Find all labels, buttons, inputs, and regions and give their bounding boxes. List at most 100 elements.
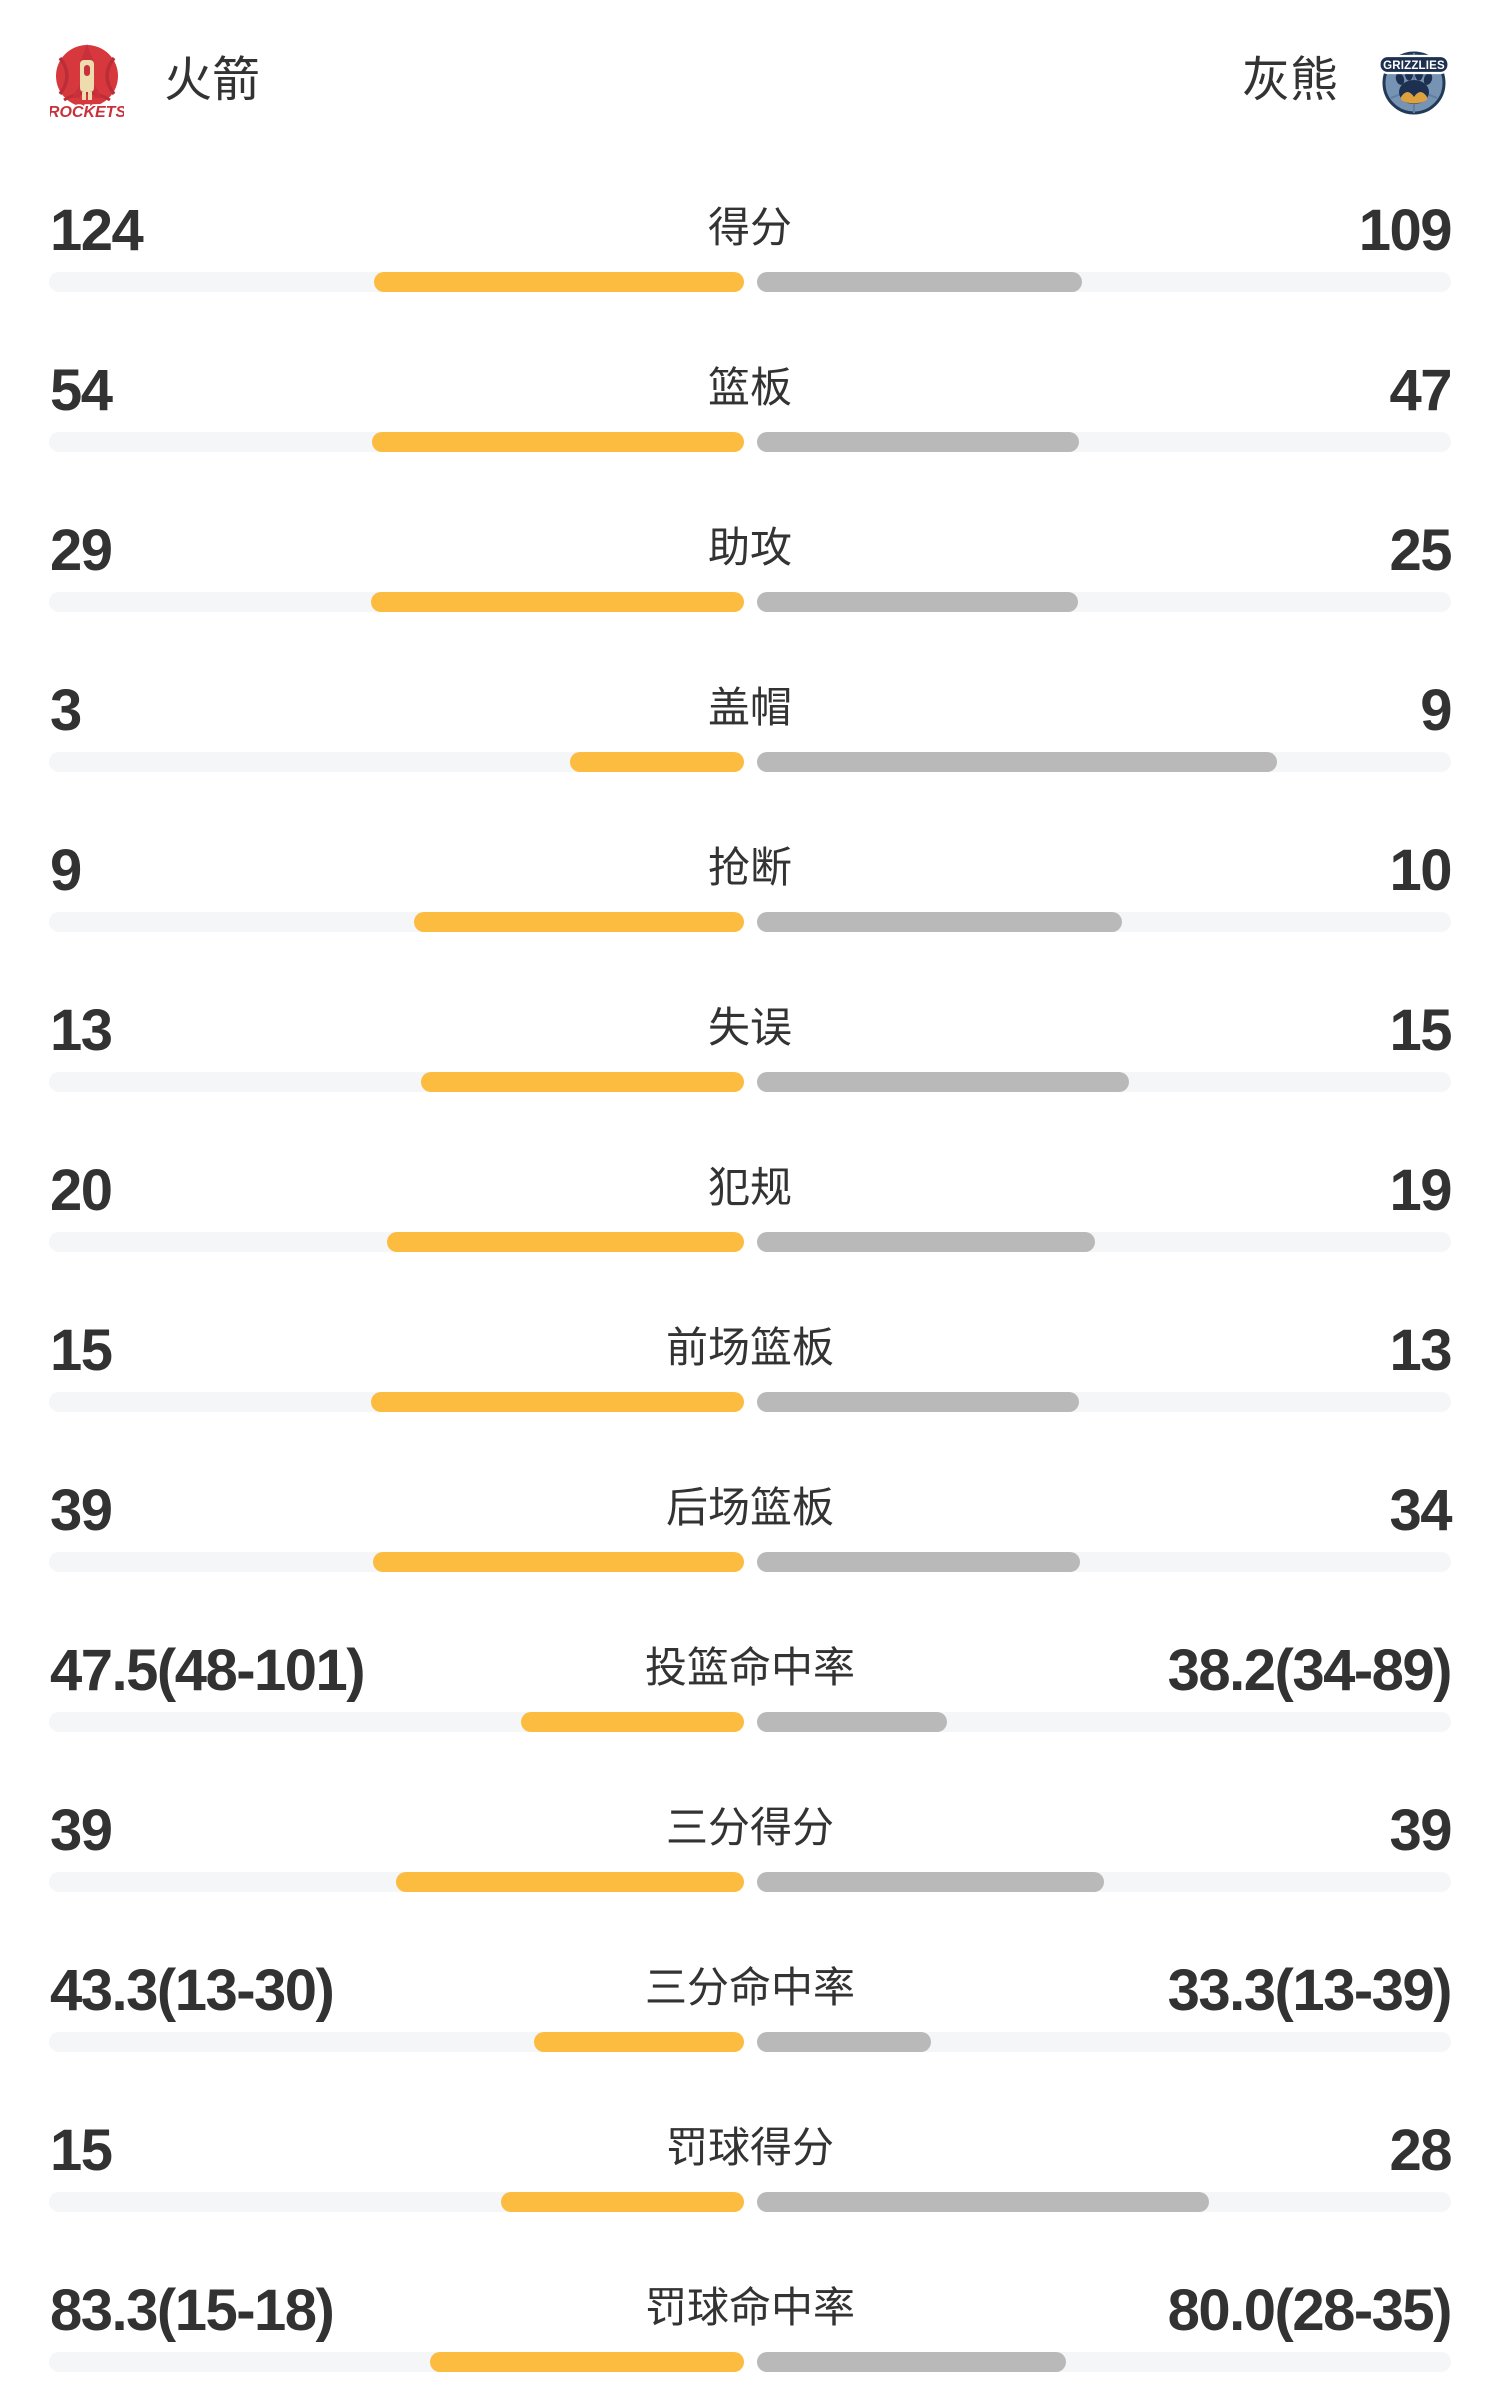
- stat-bar-track-home: [49, 2352, 744, 2372]
- stat-bar-track-away: [756, 1552, 1451, 1572]
- stat-bars: [49, 1712, 1451, 1732]
- stat-value-away: 47: [1389, 358, 1452, 423]
- stat-bar-track-home: [49, 1872, 744, 1892]
- stat-label: 助攻: [707, 524, 792, 571]
- team-name-home: 火箭: [164, 54, 261, 107]
- stat-bar-track-home: [49, 2192, 744, 2212]
- stat-bar-track-home: [49, 1712, 744, 1732]
- stat-bar-track-away: [756, 1872, 1451, 1892]
- stat-value-away: 9: [1420, 678, 1452, 743]
- stat-value-home: 15: [50, 1318, 113, 1383]
- stat-row: 29 助攻 25: [0, 482, 1500, 642]
- stat-row: 20 犯规 19: [0, 1122, 1500, 1282]
- stat-value-home: 54: [50, 358, 113, 423]
- stat-value-away: 38.2(34-89): [1167, 1638, 1453, 1703]
- stat-bar-track-away: [756, 752, 1451, 772]
- stat-value-home: 47.5(48-101): [50, 1638, 366, 1703]
- stat-bar-fill-away: [756, 1072, 1129, 1092]
- stat-bar-fill-home: [396, 1872, 744, 1892]
- stat-row: 3 盖帽 9: [0, 642, 1500, 802]
- stat-row: 39 后场篮板 34: [0, 1442, 1500, 1602]
- stat-bar-fill-home: [371, 432, 744, 452]
- stat-bar-track-away: [756, 1232, 1451, 1252]
- stat-value-away: 33.3(13-39): [1167, 1958, 1453, 2023]
- stat-bar-fill-home: [569, 752, 744, 772]
- stat-value-home: 43.3(13-30): [50, 1958, 335, 2023]
- stat-value-home: 29: [50, 518, 113, 583]
- stat-bar-fill-home: [421, 1072, 744, 1092]
- stat-value-away: 13: [1389, 1318, 1452, 1383]
- grizzlies-logo-text: GRIZZLIES: [1383, 60, 1445, 72]
- stat-bar-fill-home: [533, 2032, 744, 2052]
- stat-bar-fill-away: [756, 1872, 1104, 1892]
- stat-bar-track-home: [49, 592, 744, 612]
- team-home[interactable]: ROCKETS 火箭: [50, 36, 260, 126]
- stat-bars: [49, 1392, 1451, 1412]
- stat-bars: [49, 752, 1451, 772]
- stat-label: 罚球命中率: [644, 2284, 855, 2331]
- stat-bar-track-away: [756, 1072, 1451, 1092]
- stat-value-away: 34: [1389, 1478, 1452, 1543]
- stat-value-home: 3: [50, 678, 82, 743]
- stat-bar-fill-home: [374, 272, 744, 292]
- stat-value-home: 15: [50, 2118, 113, 2183]
- stat-bar-track-away: [756, 912, 1451, 932]
- stat-bar-fill-home: [370, 592, 744, 612]
- stat-bar-fill-home: [429, 2352, 744, 2372]
- stat-bar-fill-home: [414, 912, 744, 932]
- rockets-logo-text: ROCKETS: [50, 104, 124, 121]
- stat-value-away: 10: [1389, 838, 1452, 903]
- stat-value-away: 25: [1389, 518, 1452, 583]
- team-away[interactable]: 灰熊 GRIZZLIES: [1242, 45, 1450, 117]
- stat-bar-fill-away: [756, 2192, 1209, 2212]
- stat-bar-track-home: [49, 1072, 744, 1092]
- stat-bars: [49, 2192, 1451, 2212]
- stat-value-away: 109: [1358, 198, 1453, 263]
- stat-label: 三分得分: [665, 1804, 834, 1851]
- stat-value-away: 39: [1389, 1798, 1452, 1863]
- team-name-away: 灰熊: [1241, 54, 1338, 107]
- stat-bars: [49, 1552, 1451, 1572]
- stat-bar-track-home: [49, 1392, 744, 1412]
- stat-bar-track-away: [756, 592, 1451, 612]
- stat-row: 15 罚球得分 28: [0, 2082, 1500, 2242]
- stat-bar-fill-away: [756, 432, 1080, 452]
- stat-bar-fill-home: [372, 1552, 744, 1572]
- stat-label: 抢断: [707, 844, 792, 891]
- stat-value-home: 39: [50, 1798, 113, 1863]
- stat-row: 43.3(13-30) 三分命中率 33.3(13-39): [0, 1922, 1500, 2082]
- stat-label: 后场篮板: [665, 1484, 834, 1531]
- stat-bars: [49, 1872, 1451, 1892]
- stat-bar-fill-away: [756, 592, 1079, 612]
- stat-value-home: 9: [50, 838, 82, 903]
- stat-value-away: 15: [1389, 998, 1452, 1063]
- stat-bar-track-home: [49, 272, 744, 292]
- stat-value-home: 83.3(15-18): [50, 2278, 335, 2343]
- stat-bars: [49, 2352, 1451, 2372]
- stat-bar-track-away: [756, 1392, 1451, 1412]
- stat-bar-track-home: [49, 2032, 744, 2052]
- stat-bar-track-home: [49, 1552, 744, 1572]
- stat-bars: [49, 272, 1451, 292]
- stat-row: 124 得分 109: [0, 162, 1500, 322]
- stat-row: 9 抢断 10: [0, 802, 1500, 962]
- stat-label: 犯规: [707, 1164, 792, 1211]
- stat-bar-fill-away: [756, 2032, 931, 2052]
- stat-bar-track-home: [49, 432, 744, 452]
- stat-row: 39 三分得分 39: [0, 1762, 1500, 1922]
- stat-bar-track-away: [756, 2032, 1451, 2052]
- stat-bars: [49, 1232, 1451, 1252]
- stat-bar-track-away: [756, 432, 1451, 452]
- stats-list: 124 得分 109 54 篮板 47: [0, 162, 1500, 2400]
- stat-bar-track-away: [756, 1712, 1451, 1732]
- stat-bar-track-away: [756, 272, 1451, 292]
- stat-value-home: 20: [50, 1158, 113, 1223]
- stat-bars: [49, 1072, 1451, 1092]
- stat-row: 47.5(48-101) 投篮命中率 38.2(34-89): [0, 1602, 1500, 1762]
- stat-label: 三分命中率: [644, 1964, 855, 2011]
- stat-label: 投篮命中率: [644, 1644, 855, 1691]
- stat-row: 13 失误 15: [0, 962, 1500, 1122]
- stat-bar-fill-away: [756, 272, 1082, 292]
- stat-value-away: 28: [1389, 2118, 1452, 2183]
